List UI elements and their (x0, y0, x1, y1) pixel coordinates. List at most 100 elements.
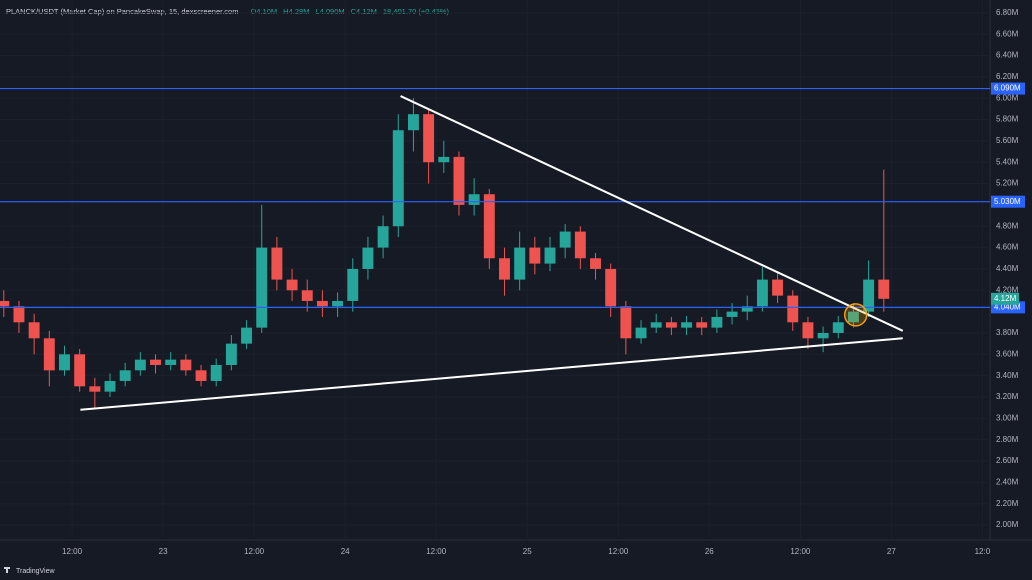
y-tick-label: 5.80M (996, 115, 1019, 124)
candle-body (650, 322, 662, 328)
x-tick-label: 26 (705, 547, 714, 556)
candle-body (165, 359, 177, 365)
y-tick-label: 2.80M (996, 435, 1019, 444)
candle-body (665, 322, 677, 328)
candle-body (635, 327, 647, 339)
candle-body (544, 247, 556, 264)
y-tick-label: 4.40M (996, 264, 1019, 273)
y-tick-label: 3.20M (996, 392, 1019, 401)
candle-body (407, 114, 419, 131)
candle-body (286, 279, 298, 291)
y-tick-label: 6.40M (996, 51, 1019, 60)
candle-body (863, 279, 875, 312)
legend-value: L4.090M (315, 7, 344, 16)
candle-body (499, 258, 510, 280)
level-label: 4.040M (994, 302, 1021, 311)
candle-body (392, 130, 404, 227)
candle-body (104, 380, 116, 392)
y-tick-label: 2.20M (996, 499, 1019, 508)
level-label: 6.090M (994, 84, 1021, 93)
candle-body (150, 359, 161, 365)
y-tick-label: 5.40M (996, 157, 1019, 166)
candle-body (59, 354, 70, 371)
last-price-label: 4.12M (994, 294, 1017, 303)
y-tick-label: 6.20M (996, 72, 1019, 81)
x-tick-label: 12:00 (426, 547, 447, 556)
candle-body (590, 258, 601, 269)
y-tick-label: 4.80M (996, 221, 1019, 230)
y-tick-label: 3.60M (996, 349, 1019, 358)
trendline (400, 95, 904, 332)
x-tick-label: 12:00 (62, 547, 83, 556)
legend-value: C4.12M (351, 7, 377, 16)
candle-body (605, 268, 617, 307)
candle-body (316, 300, 328, 307)
legend-value: 18,401.70 (+0.45%) (383, 7, 450, 16)
footer-logo (4, 567, 10, 573)
candle-body (726, 311, 738, 317)
y-tick-label: 4.60M (996, 243, 1019, 252)
candle-body (225, 343, 237, 365)
last-price-box (991, 292, 1019, 305)
candle-body (0, 300, 10, 307)
y-tick-label: 5.20M (996, 179, 1019, 188)
x-tick-label: 23 (159, 547, 168, 556)
candle-body (28, 322, 40, 339)
candle-body (817, 332, 829, 339)
candle-body (802, 322, 814, 339)
breakout-marker (843, 303, 868, 327)
candle-body (559, 231, 571, 248)
candle-body (89, 386, 101, 392)
level-label-box (991, 195, 1025, 208)
candle-body (180, 359, 192, 371)
candle-body (529, 247, 541, 264)
candle-body (377, 226, 389, 248)
candle-body (271, 247, 283, 280)
candle-body (453, 156, 465, 205)
candle-body (43, 338, 55, 371)
x-tick-label: 12:00 (244, 547, 265, 556)
candle-body (741, 306, 753, 312)
candle-body (301, 290, 313, 301)
candle-body (347, 268, 359, 301)
x-tick-label: 27 (887, 547, 896, 556)
candle-body (256, 247, 268, 328)
y-tick-label: 2.40M (996, 477, 1019, 486)
candle-body (483, 194, 495, 259)
y-tick-label: 4.20M (996, 285, 1019, 294)
footer: TradingView (16, 568, 55, 575)
y-tick-label: 3.80M (996, 328, 1019, 337)
x-tick-label: 12:00 (790, 547, 811, 556)
candle-body (134, 359, 146, 371)
candle-body (332, 300, 344, 307)
candle-body (362, 247, 374, 269)
candle-body (13, 306, 25, 323)
y-tick-label: 5.60M (996, 136, 1019, 145)
candle-body (210, 364, 222, 381)
candle-body (832, 322, 844, 333)
legend-value: O4.10M (250, 7, 277, 16)
candle-body (772, 279, 784, 296)
y-tick-label: 3.40M (996, 371, 1019, 380)
legend-value: H4.28M (283, 7, 309, 16)
candle-body (696, 322, 708, 328)
candle-body (620, 306, 632, 339)
y-tick-label: 6.80M (996, 8, 1019, 17)
trendline (80, 337, 903, 411)
candle-body (195, 370, 207, 381)
y-tick-label: 6.00M (996, 93, 1019, 102)
x-tick-label: 12:00 (608, 547, 629, 556)
candle-body (119, 370, 131, 381)
x-tick-label: 24 (341, 547, 350, 556)
candle-body (514, 247, 526, 280)
level-label-box (991, 82, 1025, 95)
candle-body (423, 114, 435, 163)
candle-body (438, 156, 450, 163)
candle-body (711, 316, 723, 328)
candle-body (878, 279, 890, 299)
y-tick-label: 2.60M (996, 456, 1019, 465)
x-tick-label: 12:0 (975, 547, 991, 556)
candle-body (681, 322, 693, 328)
candle-body (847, 311, 859, 323)
